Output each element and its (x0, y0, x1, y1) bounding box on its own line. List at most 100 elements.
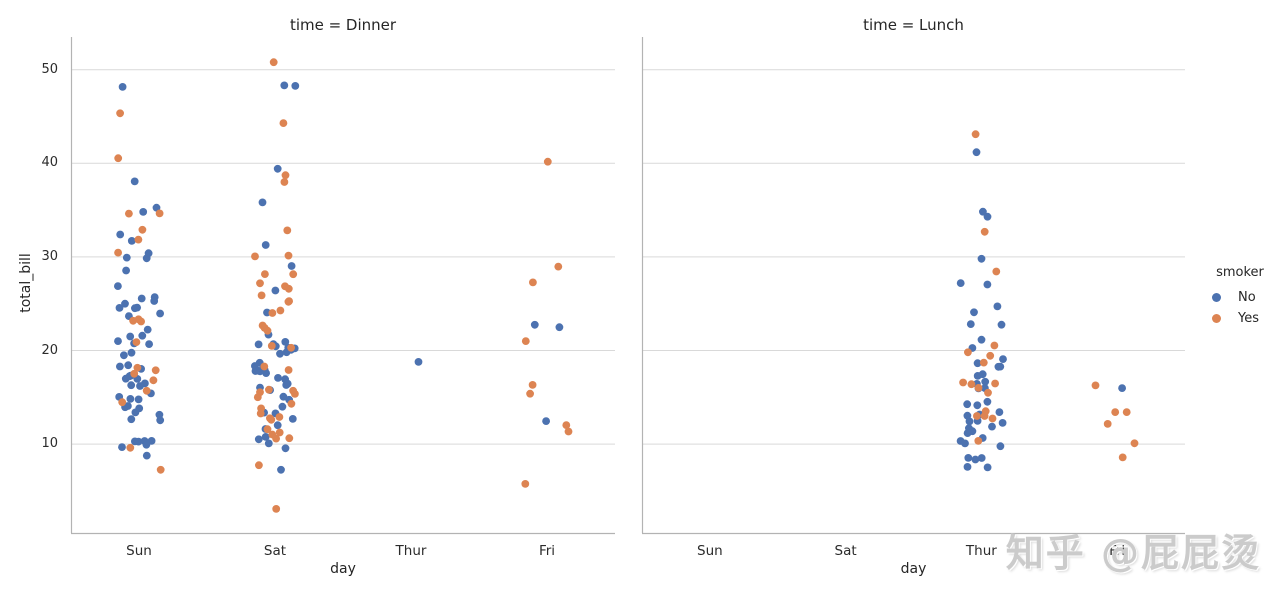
data-point-no (114, 337, 122, 345)
data-point-no (963, 463, 972, 471)
data-point-yes (279, 119, 288, 127)
data-point-no (977, 254, 986, 263)
data-point-yes (283, 226, 292, 235)
data-point-no (126, 395, 135, 403)
data-point-no (142, 254, 151, 263)
data-point-no (993, 302, 1002, 311)
data-point-yes (981, 407, 990, 416)
data-point-no (254, 367, 263, 375)
watermark: 知乎 @屁屁烫 (1005, 531, 1261, 575)
data-point-yes (986, 351, 995, 360)
data-point-no (414, 358, 423, 366)
data-point-no (142, 451, 151, 460)
data-point-no (970, 308, 978, 317)
data-point-yes (256, 409, 265, 418)
legend-marker-no-icon (1212, 293, 1221, 302)
data-point-no (271, 286, 280, 295)
data-point-no (956, 279, 965, 287)
data-point-yes (564, 427, 573, 436)
data-point-yes (263, 326, 272, 335)
data-point-yes (137, 317, 146, 326)
data-point-no (281, 338, 290, 346)
data-point-no (977, 335, 986, 344)
data-point-yes (284, 366, 293, 374)
data-point-no (973, 359, 982, 368)
legend-label-no: No (1238, 290, 1256, 305)
data-point-no (127, 381, 136, 390)
data-point-yes (276, 306, 285, 315)
data-point-no (996, 442, 1005, 451)
data-point-no (127, 415, 136, 424)
data-point-yes (988, 414, 997, 423)
data-point-yes (974, 384, 983, 392)
data-point-no (115, 304, 124, 312)
data-point-no (280, 81, 289, 90)
data-point-yes (261, 270, 269, 278)
data-point-yes (992, 267, 1001, 276)
data-point-no (254, 340, 263, 349)
data-point-no (963, 400, 972, 409)
data-point-yes (984, 388, 992, 397)
data-point-yes (281, 171, 290, 180)
legend: smoker No Yes (1204, 265, 1276, 329)
data-point-yes (256, 279, 264, 288)
data-point-no (142, 440, 151, 449)
data-point-no (131, 304, 139, 313)
data-point-yes (251, 252, 259, 261)
data-point-no (126, 332, 135, 341)
data-point-no (542, 417, 550, 425)
data-point-yes (267, 415, 276, 424)
data-point-yes (114, 248, 122, 257)
data-point-yes (289, 270, 298, 279)
data-point-no (145, 340, 154, 348)
data-point-no (965, 417, 974, 426)
data-point-no (279, 392, 288, 401)
data-point-no (983, 397, 992, 406)
data-point-no (1118, 384, 1126, 392)
data-point-yes (1111, 408, 1120, 416)
data-point-yes (1130, 439, 1139, 448)
data-point-yes (156, 465, 165, 474)
data-point-no (121, 299, 129, 308)
data-point-no (530, 320, 539, 329)
data-point-yes (285, 434, 294, 443)
data-point-no (116, 230, 125, 239)
data-point-yes (256, 388, 264, 397)
data-point-yes (289, 386, 297, 395)
data-point-no (155, 410, 164, 419)
data-point-no (983, 280, 992, 289)
data-point-no (277, 465, 285, 474)
data-point-no (281, 444, 290, 453)
data-point-yes (116, 109, 124, 118)
data-point-yes (272, 434, 280, 443)
data-point-no (273, 164, 282, 173)
data-point-no (127, 237, 136, 245)
data-point-no (131, 437, 139, 446)
data-point-no (261, 433, 270, 441)
data-point-yes (126, 443, 135, 452)
data-point-no (288, 415, 297, 423)
data-point-no (287, 262, 296, 270)
data-point-no (264, 439, 273, 448)
legend-item-no: No (1204, 287, 1276, 308)
data-point-yes (1103, 420, 1112, 428)
data-point-yes (129, 316, 138, 325)
data-point-yes (263, 425, 272, 434)
data-point-yes (118, 398, 127, 407)
data-point-yes (971, 130, 980, 139)
data-point-yes (275, 428, 284, 437)
data-point-yes (526, 389, 534, 398)
data-point-yes (529, 278, 537, 287)
data-point-yes (151, 366, 160, 375)
data-point-yes (991, 379, 999, 388)
data-point-no (120, 351, 128, 360)
data-point-yes (967, 380, 976, 389)
data-point-yes (138, 225, 147, 234)
legend-label-yes: Yes (1238, 311, 1259, 326)
data-point-yes (280, 178, 289, 186)
data-point-no (997, 320, 1006, 329)
data-point-no (981, 377, 990, 386)
data-point-yes (142, 386, 151, 395)
